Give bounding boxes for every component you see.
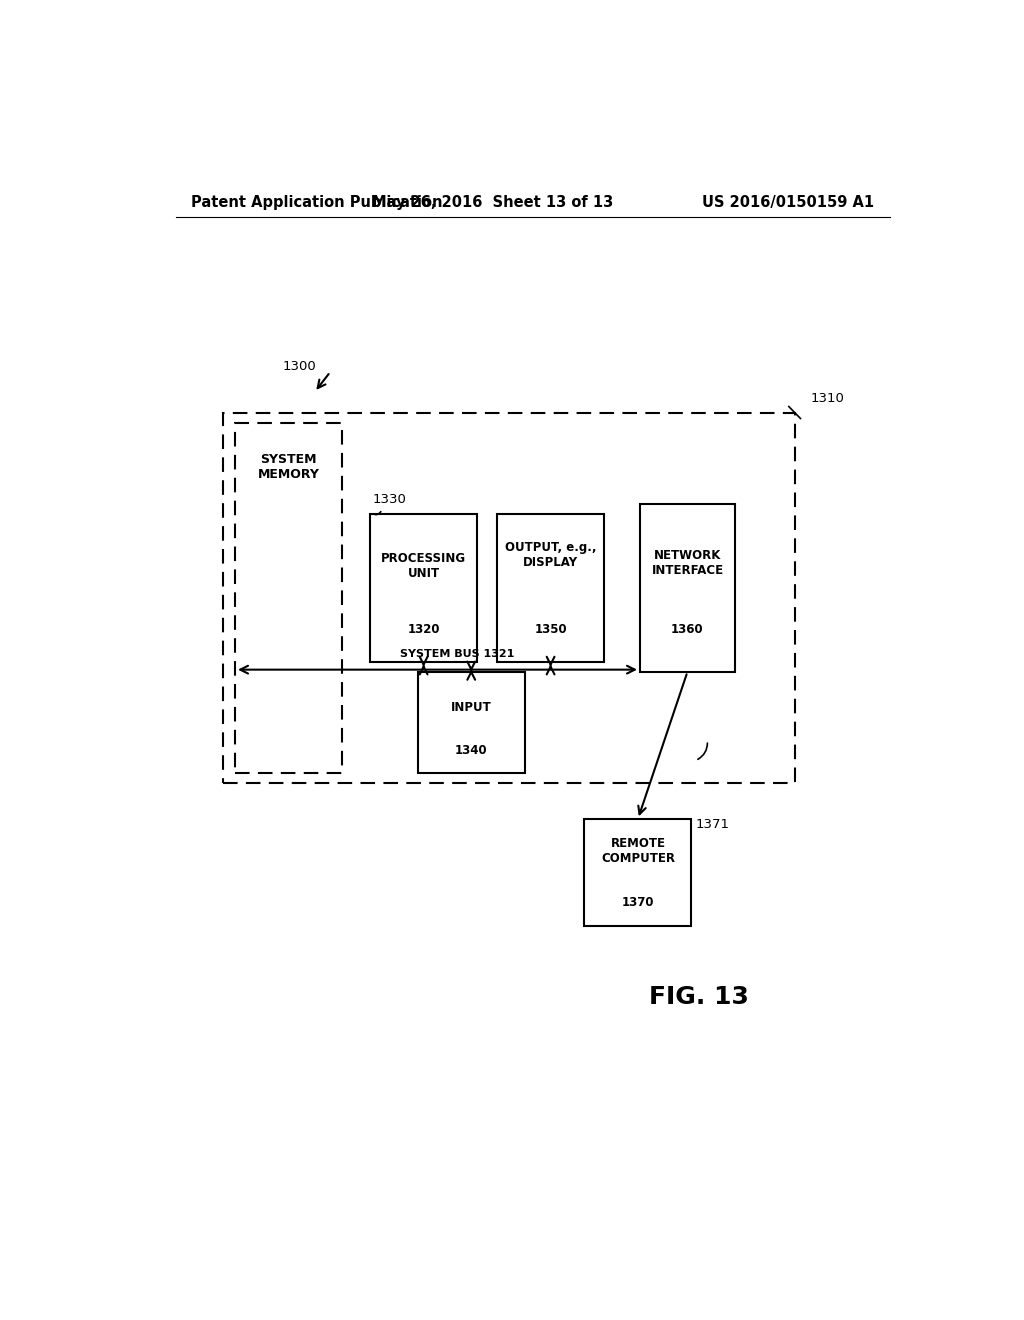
Polygon shape xyxy=(418,672,524,774)
Text: 1350: 1350 xyxy=(535,623,567,636)
Text: 1370: 1370 xyxy=(622,896,654,908)
Text: 1330: 1330 xyxy=(373,492,407,506)
Text: OUTPUT, e.g.,
DISPLAY: OUTPUT, e.g., DISPLAY xyxy=(505,541,596,569)
Text: Patent Application Publication: Patent Application Publication xyxy=(191,194,443,210)
Text: US 2016/0150159 A1: US 2016/0150159 A1 xyxy=(701,194,873,210)
Polygon shape xyxy=(497,515,604,661)
Text: SYSTEM BUS 1321: SYSTEM BUS 1321 xyxy=(400,649,514,660)
Polygon shape xyxy=(585,818,691,925)
Polygon shape xyxy=(640,504,735,672)
Text: 1371: 1371 xyxy=(695,817,729,830)
Text: 1340: 1340 xyxy=(455,744,487,758)
Text: 1360: 1360 xyxy=(671,623,703,636)
Text: NETWORK
INTERFACE: NETWORK INTERFACE xyxy=(651,549,724,577)
Text: FIG. 13: FIG. 13 xyxy=(649,985,750,1008)
Text: 1300: 1300 xyxy=(283,360,316,374)
Text: REMOTE
COMPUTER: REMOTE COMPUTER xyxy=(601,837,675,865)
Text: PROCESSING
UNIT: PROCESSING UNIT xyxy=(381,552,466,579)
Text: May 26, 2016  Sheet 13 of 13: May 26, 2016 Sheet 13 of 13 xyxy=(373,194,613,210)
Polygon shape xyxy=(370,515,477,661)
Text: 1320: 1320 xyxy=(408,623,440,636)
Text: SYSTEM
MEMORY: SYSTEM MEMORY xyxy=(258,453,319,482)
Text: 1310: 1310 xyxy=(811,392,845,405)
Text: INPUT: INPUT xyxy=(451,701,492,714)
